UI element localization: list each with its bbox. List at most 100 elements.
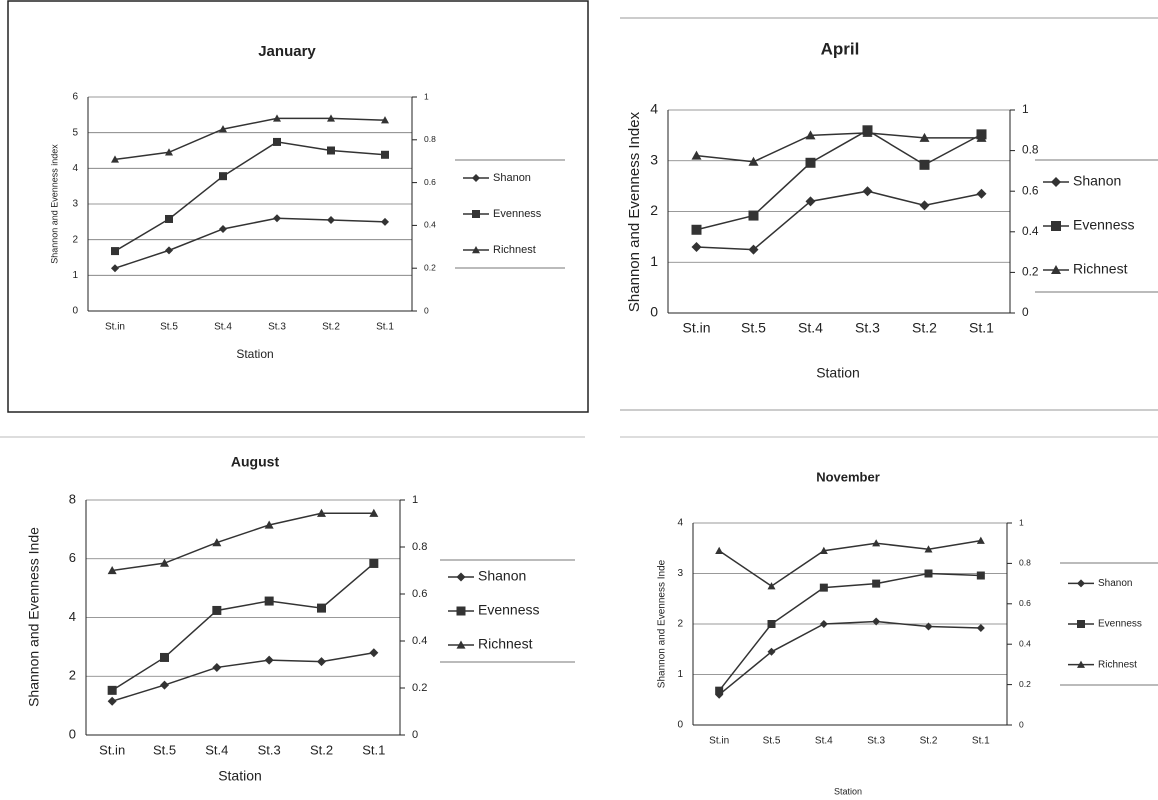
y-tick-label: 2 [69,668,76,683]
y-tick-label: 2 [677,619,683,630]
series-line [115,142,385,251]
x-tick-label: St.2 [912,320,937,336]
series-line [697,130,982,229]
legend-marker [457,573,466,582]
x-tick-label: St.in [105,322,125,333]
series-line [719,574,981,691]
y-tick-label: 3 [72,199,78,210]
chart-title: August [231,454,280,470]
y-tick-label: 6 [69,550,76,565]
marker [111,247,119,255]
y-tick-label: 4 [650,101,658,117]
legend-marker [1077,579,1085,587]
legend-label: Richnest [1073,261,1128,277]
x-tick-label: St.3 [258,742,281,757]
y-tick-label: 1 [677,669,683,680]
marker [273,138,281,146]
page: January012345600.20.40.60.81St.inSt.5St.… [0,0,1158,800]
marker [327,216,335,224]
legend-label: Evenness [493,208,542,220]
marker [108,697,117,706]
x-tick-label: St.1 [376,322,394,333]
y-tick-label: 4 [677,518,683,529]
marker [265,656,274,665]
y2-tick-label: 1 [412,494,418,506]
y2-tick-label: 0.2 [1019,679,1031,689]
marker [317,604,326,613]
y-axis-label: Shannon and Evenness Index [626,111,643,312]
marker [920,200,930,210]
y-tick-label: 0 [650,304,658,320]
marker [863,186,873,196]
marker [977,537,985,544]
legend-marker [1051,221,1061,231]
x-tick-label: St.5 [160,322,178,333]
marker [925,570,933,578]
marker [692,225,702,235]
y-tick-label: 6 [72,92,78,103]
y2-tick-label: 0.8 [1019,558,1031,568]
y2-tick-label: 0.6 [412,588,427,600]
series-line [112,653,374,701]
marker [381,218,389,226]
series-line [719,621,981,694]
series-line [115,118,385,159]
y-tick-label: 4 [69,609,76,624]
x-tick-label: St.2 [322,322,340,333]
y-tick-label: 1 [72,270,78,281]
marker [108,686,117,695]
marker [749,211,759,221]
y-tick-label: 3 [650,151,658,167]
y2-tick-label: 0.8 [424,134,436,144]
legend-label: Richnest [1098,659,1137,670]
y2-tick-label: 0.4 [1019,638,1031,648]
y2-tick-label: 0.4 [424,220,436,230]
x-tick-label: St.5 [763,736,781,747]
marker [768,582,776,589]
x-axis-label: Station [236,347,273,361]
y-tick-label: 0 [69,726,76,741]
x-tick-label: St.in [682,320,710,336]
legend-label: Shanon [478,568,526,584]
marker [212,663,221,672]
y-tick-label: 2 [72,234,78,245]
x-tick-label: St.4 [214,322,232,333]
y-axis-label: Shannon and Evenness Inde [26,527,42,707]
x-tick-label: St.in [709,736,729,747]
chart-title: January [258,43,316,60]
legend-label: Shanon [1073,173,1121,189]
marker [715,547,723,554]
y-axis-label: Shannon and Evenness index [49,144,59,264]
series-line [115,218,385,268]
y2-tick-label: 0.6 [1019,598,1031,608]
legend-label: Shanon [493,172,531,184]
legend-marker [1077,620,1085,628]
x-tick-label: St.1 [969,320,994,336]
marker [820,620,828,628]
marker [369,648,378,657]
y2-tick-label: 1 [1022,102,1029,116]
y2-tick-label: 0 [412,729,418,741]
x-tick-label: St.1 [972,736,990,747]
y2-tick-label: 0.6 [424,177,436,187]
marker [160,681,169,690]
y-tick-label: 2 [650,202,658,218]
x-axis-label: Station [816,365,860,381]
marker [977,189,987,199]
x-tick-label: St.2 [310,742,333,757]
y2-tick-label: 0.2 [424,262,436,272]
legend-label: Evenness [478,602,539,618]
marker [219,172,227,180]
x-tick-label: St.4 [798,320,823,336]
legend-marker [472,210,480,218]
x-tick-label: St.in [99,742,125,757]
series-line [697,191,982,249]
marker [920,160,930,170]
marker [977,624,985,632]
y2-tick-label: 0.6 [1022,183,1039,197]
marker [265,597,274,606]
marker [692,151,702,160]
y2-tick-label: 0.8 [1022,143,1039,157]
y-tick-label: 1 [650,253,658,269]
series-line [719,541,981,586]
